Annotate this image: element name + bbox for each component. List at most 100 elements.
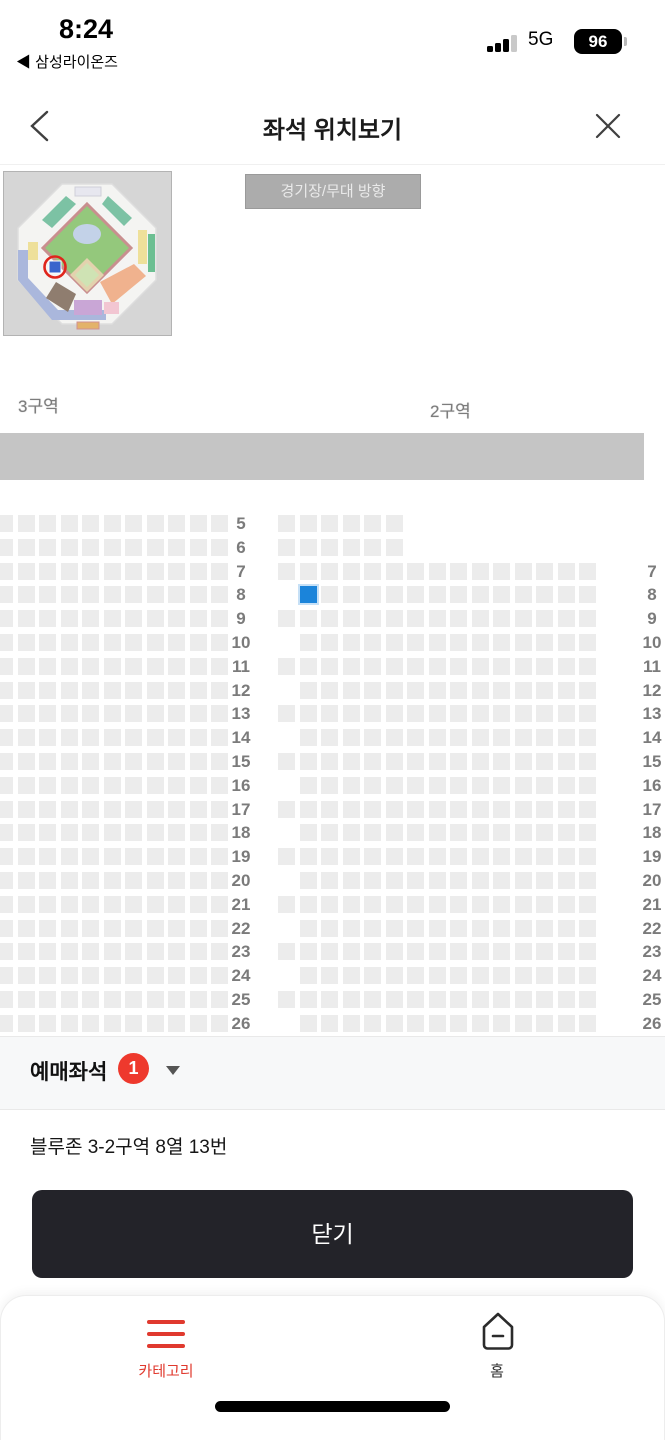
seat bbox=[493, 943, 510, 961]
row-number-mid: 6 bbox=[236, 537, 246, 557]
seat bbox=[17, 895, 35, 913]
nav-item-home[interactable]: 홈 bbox=[490, 1363, 504, 1380]
row-number-mid: 17 bbox=[231, 799, 251, 819]
seat bbox=[557, 776, 575, 794]
seat bbox=[60, 1014, 78, 1032]
seat bbox=[579, 634, 596, 651]
seat bbox=[17, 800, 35, 818]
seat bbox=[60, 586, 78, 604]
row-number-mid: 23 bbox=[231, 942, 251, 962]
seat bbox=[579, 848, 596, 866]
seat bbox=[146, 538, 164, 556]
seat bbox=[450, 776, 467, 794]
seat bbox=[211, 657, 228, 675]
chevron-down-icon[interactable] bbox=[166, 1066, 180, 1075]
seat bbox=[17, 538, 35, 556]
aisle-bar bbox=[0, 433, 644, 480]
battery-icon: 96 bbox=[574, 29, 622, 54]
seat bbox=[579, 729, 596, 747]
seat bbox=[471, 919, 489, 937]
seat bbox=[514, 705, 532, 723]
seat bbox=[407, 729, 424, 747]
seat bbox=[321, 610, 338, 628]
seat bbox=[342, 562, 360, 580]
seat bbox=[493, 824, 510, 842]
seat bbox=[471, 562, 489, 580]
seat bbox=[39, 610, 56, 628]
seat bbox=[557, 800, 575, 818]
seat bbox=[189, 610, 207, 628]
row-number-right: 18 bbox=[642, 823, 662, 843]
seat bbox=[536, 1014, 553, 1032]
seat bbox=[103, 895, 121, 913]
seat bbox=[385, 729, 403, 747]
seat bbox=[125, 586, 142, 604]
seat bbox=[579, 800, 596, 818]
seat bbox=[82, 1014, 99, 1032]
seat bbox=[39, 562, 56, 580]
seat bbox=[189, 872, 207, 889]
seat bbox=[364, 538, 381, 556]
seat bbox=[299, 967, 317, 985]
back-chevron-icon[interactable] bbox=[27, 109, 53, 143]
seat bbox=[82, 872, 99, 889]
seat bbox=[342, 729, 360, 747]
seat bbox=[493, 705, 510, 723]
seat bbox=[407, 562, 424, 580]
seat bbox=[82, 681, 99, 699]
seat bbox=[579, 943, 596, 961]
seat bbox=[39, 943, 56, 961]
seat bbox=[168, 967, 185, 985]
seat bbox=[385, 943, 403, 961]
row-number-right: 17 bbox=[642, 799, 662, 819]
seat bbox=[364, 681, 381, 699]
seat bbox=[450, 586, 467, 604]
seat bbox=[385, 800, 403, 818]
nav-item-category[interactable]: 카테고리 bbox=[138, 1363, 194, 1380]
seat bbox=[450, 729, 467, 747]
seat bbox=[189, 705, 207, 723]
seat bbox=[60, 872, 78, 889]
seat bbox=[407, 776, 424, 794]
seat bbox=[557, 919, 575, 937]
seat bbox=[514, 800, 532, 818]
seat bbox=[17, 776, 35, 794]
home-indicator-bar[interactable] bbox=[215, 1401, 450, 1412]
close-button[interactable]: 닫기 bbox=[32, 1190, 633, 1278]
close-icon[interactable] bbox=[592, 110, 624, 142]
seat bbox=[428, 610, 446, 628]
seat bbox=[536, 991, 553, 1008]
seat bbox=[125, 538, 142, 556]
row-number-right: 24 bbox=[642, 966, 662, 986]
seat bbox=[557, 729, 575, 747]
seat bbox=[17, 586, 35, 604]
seat bbox=[299, 515, 317, 532]
home-icon[interactable] bbox=[481, 1311, 515, 1351]
page-title: 좌석 위치보기 bbox=[262, 117, 403, 144]
seat bbox=[450, 657, 467, 675]
seat bbox=[125, 729, 142, 747]
category-menu-icon[interactable] bbox=[147, 1320, 185, 1348]
row-number-mid: 22 bbox=[231, 918, 251, 938]
row-number-mid: 7 bbox=[236, 561, 246, 581]
seat bbox=[103, 729, 121, 747]
seat bbox=[60, 634, 78, 651]
seat bbox=[342, 634, 360, 651]
seat bbox=[278, 515, 295, 532]
seat bbox=[189, 919, 207, 937]
seat bbox=[428, 729, 446, 747]
seat bbox=[407, 895, 424, 913]
seat bbox=[146, 729, 164, 747]
seat bbox=[0, 610, 13, 628]
seat bbox=[471, 753, 489, 770]
seat bbox=[428, 967, 446, 985]
seat bbox=[342, 538, 360, 556]
seat bbox=[471, 586, 489, 604]
seat bbox=[385, 991, 403, 1008]
seat bbox=[189, 800, 207, 818]
seat bbox=[39, 657, 56, 675]
section-label-3: 3구역 bbox=[18, 397, 59, 416]
status-back-app-link[interactable]: ◀ 삼성라이온즈 bbox=[16, 54, 118, 71]
seat bbox=[17, 753, 35, 770]
seat bbox=[146, 705, 164, 723]
